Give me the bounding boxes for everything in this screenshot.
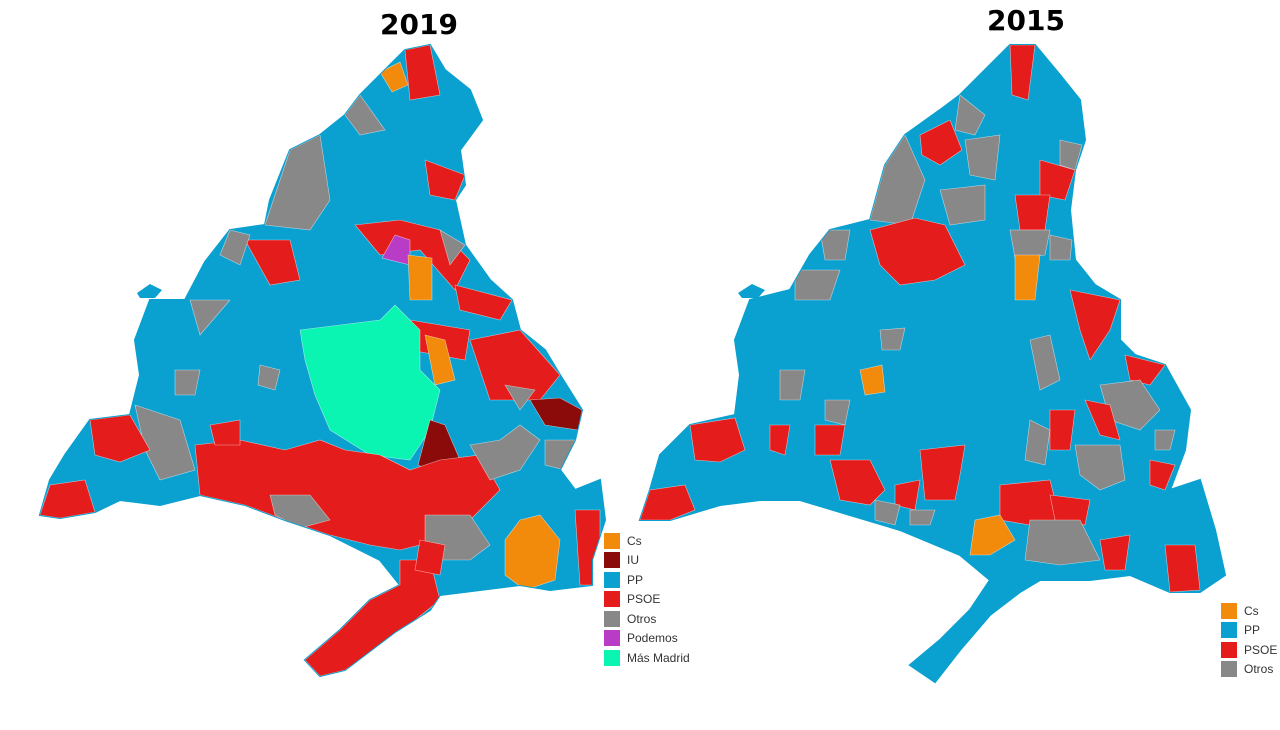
- municipality-cs: [407, 254, 433, 301]
- municipality-psoe: [304, 559, 441, 676]
- municipality-psoe: [1049, 409, 1076, 451]
- municipality-psoe: [244, 239, 301, 286]
- exclave: [738, 284, 765, 298]
- municipality-otros: [504, 384, 536, 411]
- municipality-psoe: [769, 424, 791, 456]
- legend-swatch: [1221, 641, 1237, 658]
- legend-swatch: [604, 532, 620, 549]
- municipality-otros: [1029, 334, 1061, 391]
- municipality-psoe: [919, 444, 966, 501]
- legend-swatch: [604, 591, 620, 608]
- legend-swatch: [1221, 602, 1237, 619]
- municipality-cs: [504, 514, 561, 591]
- municipality-psoe: [454, 284, 513, 321]
- legend-swatch: [604, 571, 620, 588]
- municipality-psoe: [1164, 544, 1201, 593]
- municipality-psoe: [1099, 534, 1131, 571]
- legend-swatch: [604, 649, 620, 666]
- municipality-psoe: [869, 217, 966, 286]
- map-title-2019: 2019: [380, 8, 458, 41]
- legend-item-otros: Otros: [1221, 660, 1277, 680]
- municipality-otros: [1049, 234, 1073, 261]
- municipality-otros: [1024, 519, 1101, 566]
- municipality-otros: [939, 184, 986, 226]
- map-2019: [38, 43, 607, 678]
- municipality-otros: [874, 499, 901, 526]
- municipality-otros: [1059, 139, 1083, 171]
- municipality-otros: [264, 134, 331, 231]
- municipality-psoe: [1009, 45, 1036, 101]
- municipality-cs: [379, 61, 409, 93]
- municipality-otros: [954, 94, 986, 136]
- municipality-psoe: [1014, 194, 1051, 231]
- municipality-cs: [969, 514, 1016, 556]
- legend-item-iu: IU: [604, 551, 690, 571]
- legend-2015: Cs PP PSOE Otros: [1221, 601, 1277, 679]
- municipality-otros: [879, 327, 906, 351]
- municipality-psoe: [414, 539, 446, 576]
- municipality-psoe: [829, 459, 886, 506]
- municipality-psoe: [1039, 159, 1076, 201]
- municipality-cs: [1014, 254, 1041, 301]
- municipality-cs: [859, 364, 886, 396]
- legend-swatch: [604, 610, 620, 627]
- legend-swatch: [1221, 661, 1237, 678]
- municipality-otros: [189, 299, 231, 336]
- municipality-otros: [1009, 229, 1051, 259]
- legend-item-psoe: PSOE: [1221, 640, 1277, 660]
- municipality-psoe: [424, 159, 466, 201]
- legend-swatch: [1221, 622, 1237, 639]
- legend-item-otros: Otros: [604, 609, 690, 629]
- municipality-otros: [909, 509, 936, 526]
- municipality-cs: [424, 334, 456, 386]
- municipality-otros: [219, 229, 251, 266]
- exclave: [137, 284, 162, 298]
- municipality-psoe: [1084, 399, 1121, 441]
- municipality-otros: [964, 134, 1001, 181]
- municipality-psoe: [209, 419, 241, 446]
- municipality-otros: [174, 369, 201, 396]
- legend-item-cs: Cs: [604, 531, 690, 551]
- legend-item-podemos: Podemos: [604, 629, 690, 649]
- municipality-psoe: [689, 417, 746, 463]
- municipality-otros: [469, 424, 541, 481]
- municipality-otros: [544, 439, 576, 471]
- legend-2019: Cs IU PP PSOE Otros Podemos Más Madrid: [604, 531, 690, 668]
- municipality-psoe: [1124, 354, 1166, 386]
- municipality-psoe: [1069, 289, 1121, 361]
- municipality-podemos: [381, 234, 411, 266]
- municipality-psoe: [40, 479, 96, 519]
- legend-item-pp: PP: [1221, 621, 1277, 641]
- municipality-psoe: [999, 479, 1061, 526]
- municipality-otros: [819, 229, 851, 261]
- legend-swatch: [604, 630, 620, 647]
- municipality-psoe: [1149, 459, 1176, 491]
- map-2015: [638, 44, 1227, 684]
- municipality-psoe: [469, 329, 561, 401]
- municipality-otros: [779, 369, 806, 401]
- legend-item-mas-madrid: Más Madrid: [604, 648, 690, 668]
- municipality-otros: [1154, 429, 1176, 451]
- legend-item-cs: Cs: [1221, 601, 1277, 621]
- municipality-psoe: [919, 119, 963, 166]
- municipality-otros: [257, 364, 281, 391]
- municipality-m-s-madrid: [299, 304, 441, 461]
- legend-swatch: [604, 552, 620, 569]
- legend-item-psoe: PSOE: [604, 590, 690, 610]
- legend-item-pp: PP: [604, 570, 690, 590]
- municipality-otros: [439, 229, 466, 266]
- municipality-psoe: [814, 424, 846, 456]
- municipality-otros: [1024, 419, 1051, 466]
- municipality-psoe: [89, 414, 151, 463]
- municipality-otros: [794, 269, 841, 301]
- map-title-2015: 2015: [987, 4, 1065, 37]
- municipality-psoe: [1049, 494, 1091, 526]
- municipality-otros: [269, 494, 331, 529]
- municipality-otros: [1074, 444, 1126, 491]
